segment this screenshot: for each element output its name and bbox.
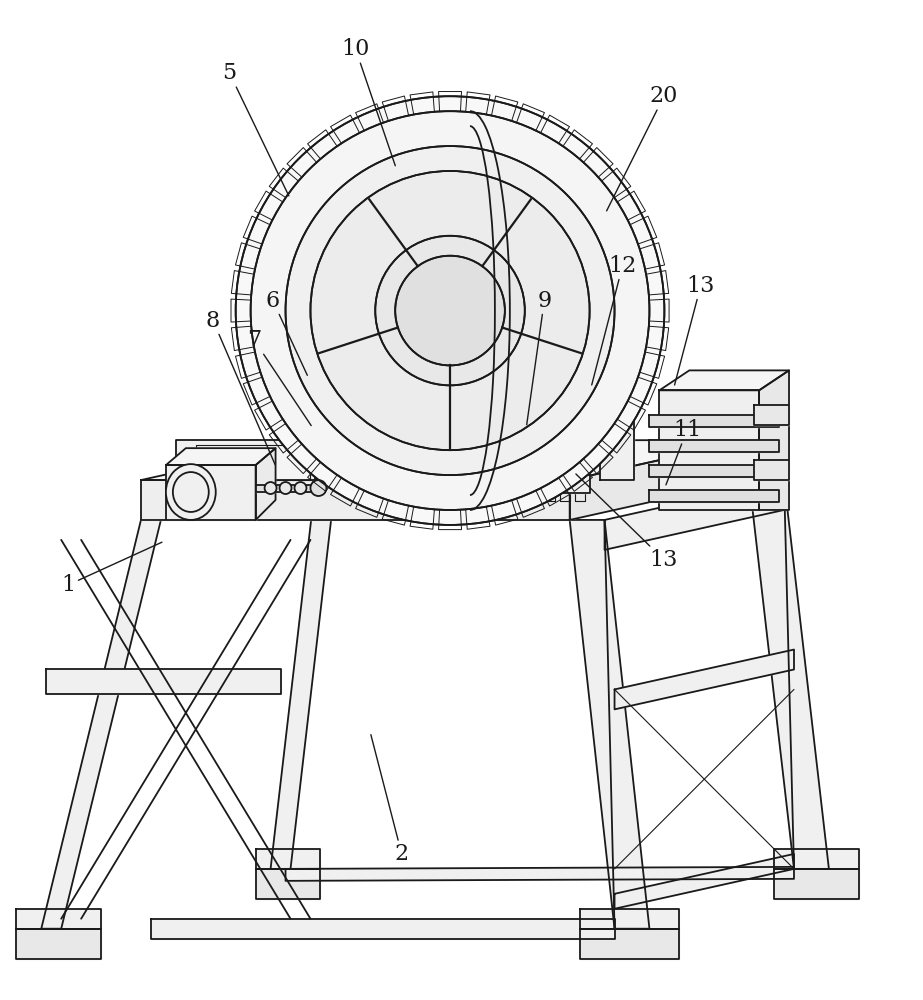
Polygon shape <box>650 490 779 502</box>
Ellipse shape <box>472 442 508 478</box>
Polygon shape <box>650 415 779 427</box>
Ellipse shape <box>376 236 525 385</box>
Polygon shape <box>569 440 749 520</box>
Polygon shape <box>17 909 102 929</box>
Polygon shape <box>600 286 634 480</box>
Polygon shape <box>166 465 256 520</box>
Ellipse shape <box>251 111 650 510</box>
Polygon shape <box>348 304 600 318</box>
Polygon shape <box>615 650 794 709</box>
Text: 11: 11 <box>665 419 701 485</box>
Polygon shape <box>435 455 590 473</box>
Ellipse shape <box>310 480 327 496</box>
Polygon shape <box>256 849 320 869</box>
Polygon shape <box>659 370 789 390</box>
Text: 12: 12 <box>592 255 637 385</box>
Polygon shape <box>435 475 590 493</box>
Polygon shape <box>270 440 341 869</box>
Ellipse shape <box>166 464 216 520</box>
Text: 9: 9 <box>527 290 551 425</box>
Polygon shape <box>749 480 829 869</box>
Polygon shape <box>569 520 650 929</box>
Polygon shape <box>435 415 590 433</box>
Polygon shape <box>435 435 590 453</box>
Text: 6: 6 <box>266 290 307 375</box>
Polygon shape <box>759 370 789 510</box>
Polygon shape <box>306 191 360 211</box>
Text: 1: 1 <box>62 542 162 596</box>
Polygon shape <box>650 465 779 477</box>
Polygon shape <box>42 520 161 929</box>
Polygon shape <box>754 460 789 480</box>
Polygon shape <box>774 869 858 899</box>
Text: 7: 7 <box>247 329 311 426</box>
Polygon shape <box>46 669 281 694</box>
Polygon shape <box>256 869 320 899</box>
Ellipse shape <box>265 482 277 494</box>
Polygon shape <box>590 266 644 286</box>
Polygon shape <box>650 440 779 452</box>
Polygon shape <box>256 448 276 520</box>
Polygon shape <box>580 929 679 959</box>
Polygon shape <box>615 854 794 909</box>
Text: 13: 13 <box>675 275 715 385</box>
Text: 10: 10 <box>342 38 395 166</box>
Polygon shape <box>17 929 102 959</box>
Polygon shape <box>774 849 858 869</box>
Polygon shape <box>176 440 326 480</box>
Polygon shape <box>285 867 794 881</box>
Ellipse shape <box>285 146 615 475</box>
Polygon shape <box>659 390 759 510</box>
Polygon shape <box>605 480 784 550</box>
Polygon shape <box>141 480 569 520</box>
Text: 2: 2 <box>371 735 409 865</box>
Polygon shape <box>166 448 276 465</box>
Polygon shape <box>151 919 615 939</box>
Polygon shape <box>316 211 348 480</box>
Text: 8: 8 <box>206 310 275 465</box>
Text: 20: 20 <box>606 85 678 211</box>
Text: 13: 13 <box>576 474 678 571</box>
Ellipse shape <box>310 171 590 450</box>
Text: 5: 5 <box>222 62 289 196</box>
Polygon shape <box>754 405 789 425</box>
Ellipse shape <box>294 482 306 494</box>
Polygon shape <box>141 440 749 480</box>
Ellipse shape <box>395 256 505 365</box>
Polygon shape <box>580 909 679 929</box>
Ellipse shape <box>280 482 292 494</box>
Ellipse shape <box>235 96 665 525</box>
Polygon shape <box>435 390 590 408</box>
Polygon shape <box>256 485 316 492</box>
Polygon shape <box>196 445 310 480</box>
